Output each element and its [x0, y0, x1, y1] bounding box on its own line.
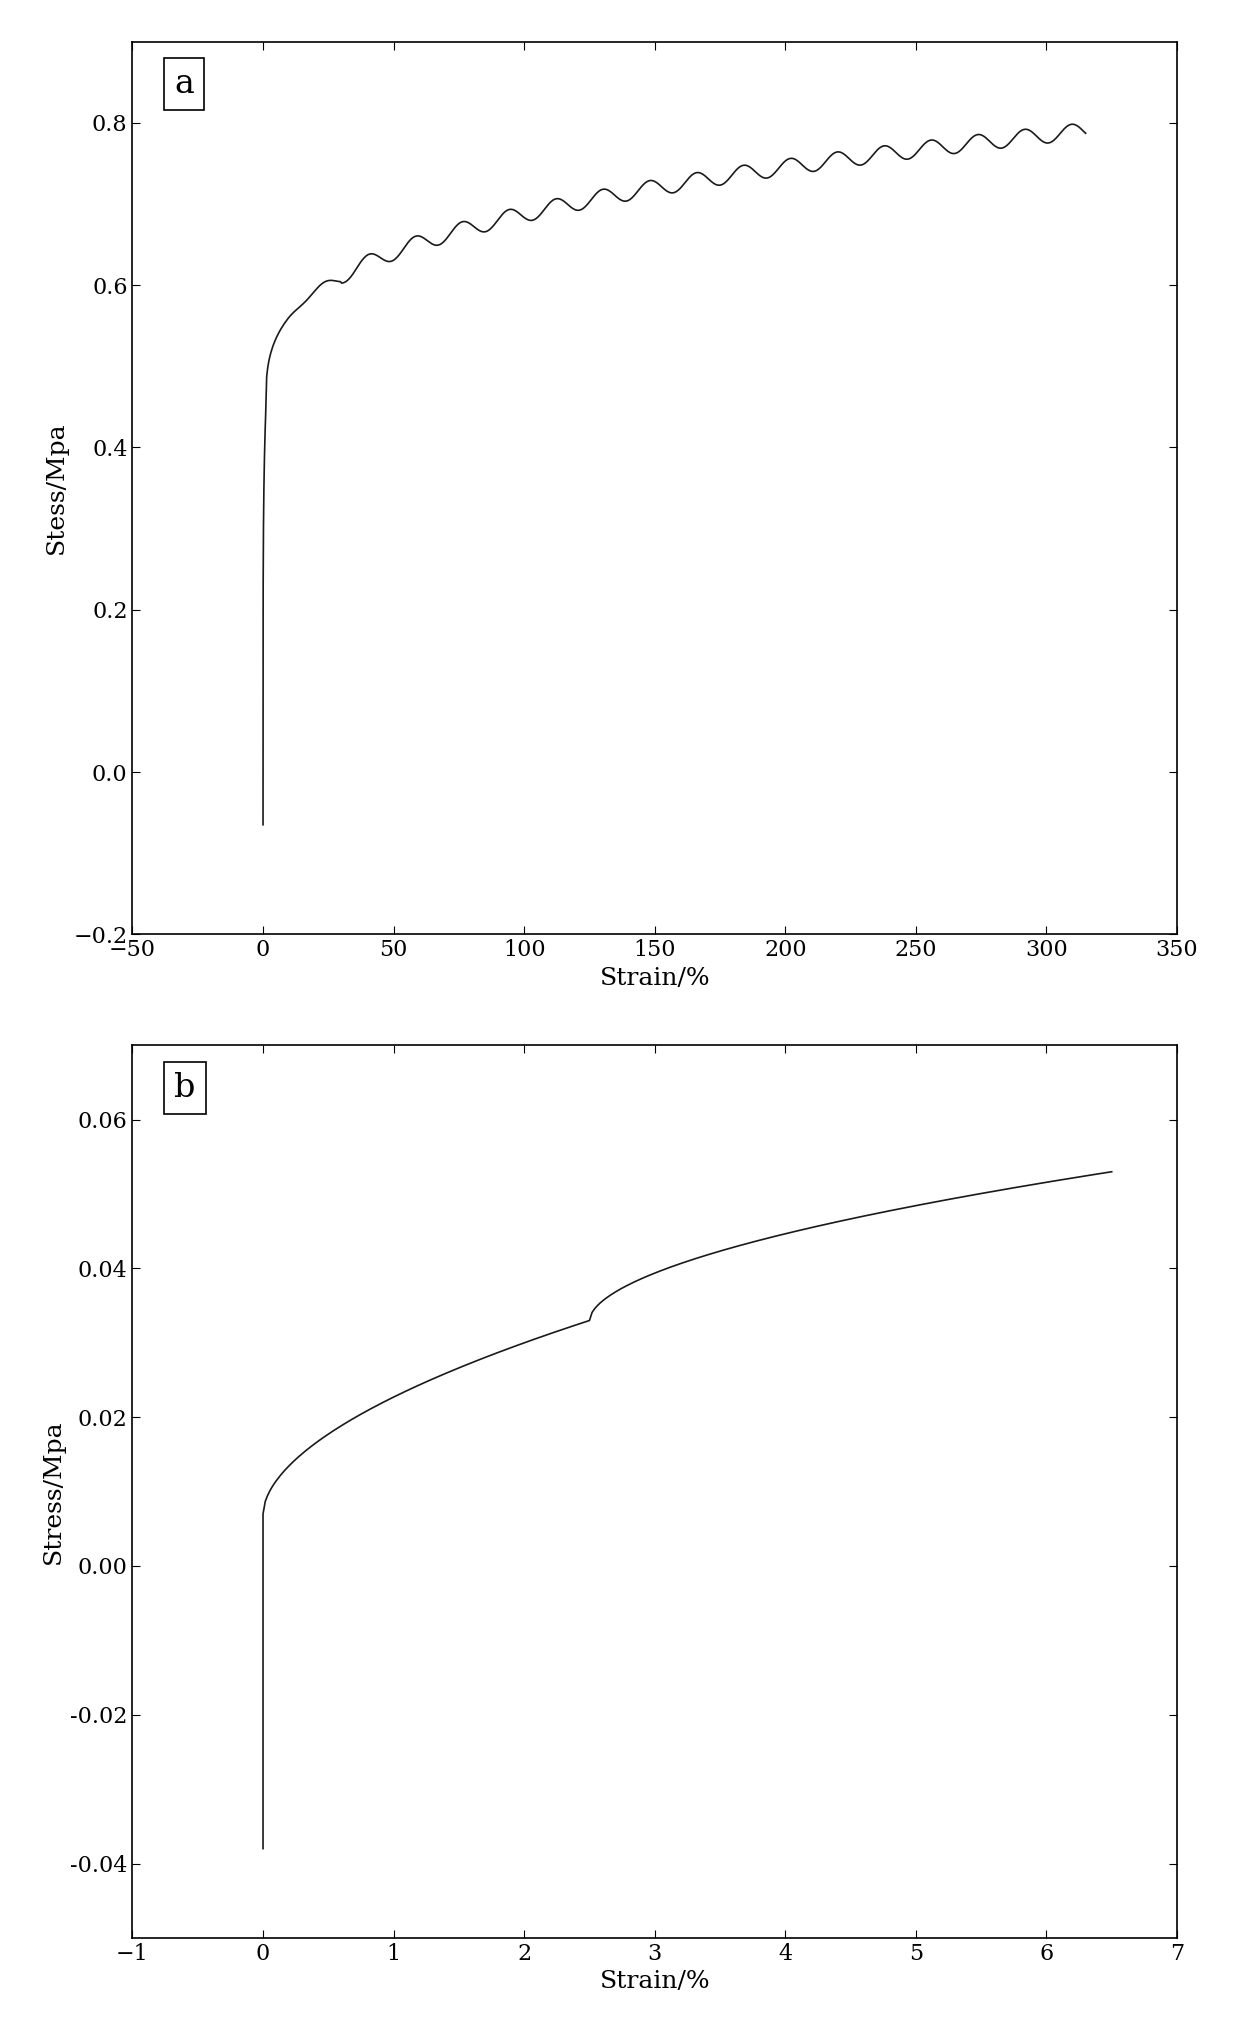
Y-axis label: Stess/Mpa: Stess/Mpa: [45, 421, 68, 554]
Text: a: a: [175, 69, 195, 100]
X-axis label: Strain/%: Strain/%: [599, 1970, 711, 1994]
Y-axis label: Stress/Mpa: Stress/Mpa: [42, 1418, 64, 1565]
Text: b: b: [175, 1072, 196, 1105]
X-axis label: Strain/%: Strain/%: [599, 967, 711, 989]
